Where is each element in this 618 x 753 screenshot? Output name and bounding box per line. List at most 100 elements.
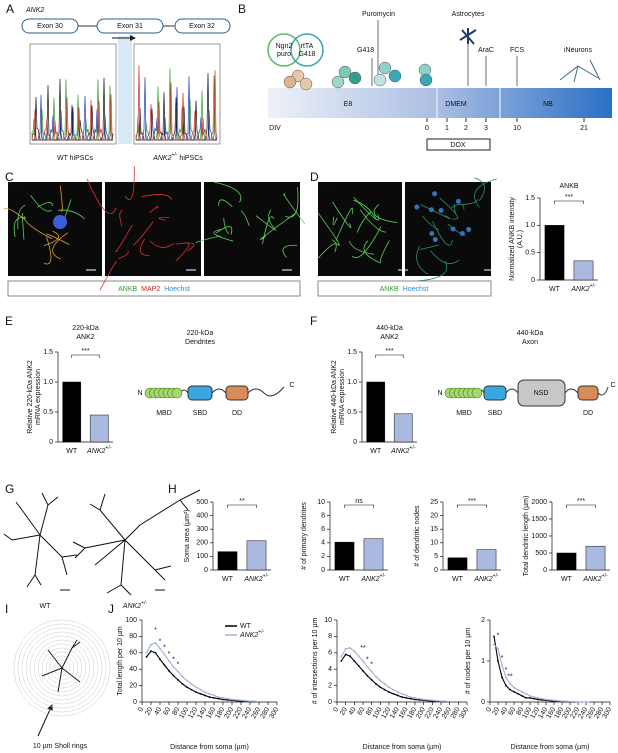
data-point: [349, 646, 351, 649]
treatment-label: G418: [357, 47, 374, 54]
data-point: [525, 692, 527, 695]
neurite: [439, 197, 458, 220]
nucleus: [432, 237, 438, 243]
dox-label: DOX: [450, 142, 466, 149]
neurite: [268, 209, 275, 229]
data-point: [357, 655, 360, 657]
stain-name: MAP2: [141, 286, 160, 293]
y-tick-label: 1000: [531, 533, 547, 540]
neurite: [416, 260, 448, 282]
data-point: [375, 675, 377, 678]
x-axis-label: Distance from soma (µm): [363, 744, 442, 751]
plasmid-label: rtTA: [301, 43, 314, 50]
neurite: [260, 213, 296, 240]
neurite: [255, 215, 277, 231]
x-tick-label: 140: [196, 706, 208, 720]
x-tick-label: ANK2+/-: [473, 573, 499, 583]
neurite: [158, 216, 170, 221]
x-tick-label: 40: [499, 706, 509, 716]
y-tick-label: 80: [129, 633, 137, 640]
neurite: [223, 217, 230, 235]
cell: [378, 61, 392, 75]
y-tick-label: 1: [481, 658, 485, 665]
data-point: [163, 653, 166, 656]
significance: *: [168, 651, 171, 658]
data-point: [396, 694, 399, 697]
y-tick-label: 1.0: [43, 379, 53, 386]
y-tick-label: 200: [196, 540, 208, 547]
x-tick-label: WT: [222, 576, 234, 583]
data-point: [235, 699, 238, 701]
diagram-title: 220-kDa: [187, 330, 214, 337]
data-point: [240, 699, 242, 702]
bar: [573, 260, 594, 281]
sholl-ring: [25, 631, 99, 705]
genotype-label: ANK2+/-: [408, 184, 434, 194]
data-point: [414, 697, 416, 699]
neurite: [141, 194, 173, 200]
x-tick-label: 300: [458, 706, 470, 720]
sig-bracket: [375, 354, 404, 358]
neurite: [262, 216, 275, 245]
plasmid-label: puro: [277, 51, 291, 58]
stain-name: ANKB: [118, 286, 137, 293]
treatment-label: iNeurons: [564, 47, 593, 54]
data-point: [150, 643, 152, 646]
caption-rest: hiPSCs: [177, 155, 203, 162]
data-point: [370, 678, 373, 681]
x-tick-label: 100: [178, 706, 190, 720]
x-tick-label-gene: ANK2: [243, 576, 262, 583]
data-point: [168, 669, 170, 672]
exon-label: Exon 32: [189, 23, 215, 30]
significance: ns: [355, 498, 363, 505]
data-point: [422, 698, 425, 701]
neurite: [317, 212, 340, 246]
genotype-label: ANK2+/-: [122, 600, 148, 610]
data-point: [181, 683, 184, 685]
neurite: [356, 211, 372, 233]
x-tick-label: 20: [491, 706, 501, 716]
chart-title: ANK2: [380, 334, 398, 341]
significance: *: [370, 662, 373, 669]
x-tick-label: 0: [332, 706, 340, 713]
y-tick-label: 0.5: [525, 250, 535, 257]
neuron-tracing: [41, 639, 81, 693]
nucleus: [53, 215, 67, 229]
data-point: [231, 698, 233, 701]
x-tick-label-gene: ANK2: [570, 286, 589, 293]
data-point: [493, 635, 495, 638]
y-tick-label: 2: [481, 617, 485, 624]
x-tick-label: 260: [441, 706, 453, 720]
sholl-ring: [17, 623, 107, 713]
neurite: [432, 220, 453, 246]
nucleus: [455, 198, 461, 204]
terminus: C: [289, 382, 294, 389]
x-tick-label: 220: [232, 706, 244, 720]
y-tick-label: 10: [430, 540, 438, 547]
data-point: [226, 697, 229, 700]
data-point: [414, 698, 416, 701]
neurite: [373, 204, 398, 223]
significance: *: [159, 639, 162, 646]
y-tick-label: 0: [353, 439, 357, 446]
neurite: [175, 242, 195, 252]
domain-label: MBD: [156, 410, 172, 417]
y-tick-label: 6: [321, 526, 325, 533]
neurite: [57, 209, 85, 220]
data-point: [497, 660, 499, 662]
y-tick-label: 8: [328, 633, 332, 640]
x-tick-label: WT: [452, 576, 464, 583]
data-point: [405, 697, 408, 699]
neurite: [43, 236, 52, 265]
neurite: [420, 204, 451, 220]
data-point: [565, 700, 567, 703]
x-tick-label-sup: +/-: [380, 573, 386, 579]
x-tick-label: WT: [66, 448, 78, 455]
significance: *: [501, 655, 504, 662]
data-point: [529, 694, 531, 697]
data-point: [204, 691, 206, 694]
bar: [62, 381, 82, 443]
data-point: [199, 688, 202, 691]
data-point: [370, 670, 373, 673]
data-point: [388, 691, 390, 694]
